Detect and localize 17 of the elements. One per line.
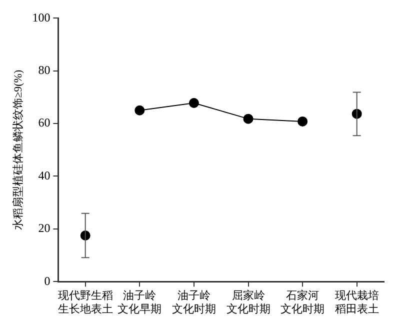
point <box>298 116 308 126</box>
x-tick-label: 现代野生稻生长地表土 <box>58 289 113 316</box>
y-tick-label: 20 <box>38 221 50 236</box>
y-tick-label: 40 <box>38 168 50 182</box>
y-axis-title: 水稻扇型植硅体鱼鳞状纹饰≥9(%) <box>11 70 24 230</box>
y-tick-label: 0 <box>44 274 50 288</box>
point <box>188 98 199 108</box>
x-tick-label: 现代栽培稻田表土 <box>334 289 379 316</box>
x-tick-label: 石家河文化时期 <box>280 289 325 316</box>
x-tick-label: 油子岭文化早期 <box>118 289 162 316</box>
y-tick-label: 80 <box>38 63 50 78</box>
y-tick-label: 100 <box>32 10 50 24</box>
x-tick-label: 屈家岭文化时期 <box>226 289 270 316</box>
point <box>243 114 254 124</box>
y-tick-label: 60 <box>38 116 50 130</box>
point <box>134 105 145 116</box>
x-tick-label: 油子岭文化时期 <box>172 289 216 316</box>
